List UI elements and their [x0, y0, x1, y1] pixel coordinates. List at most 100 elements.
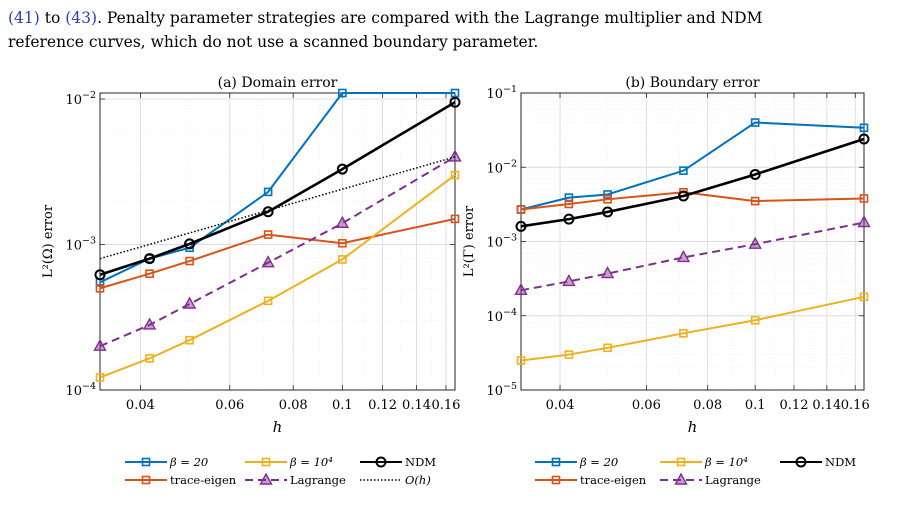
data-point-triangle [674, 472, 688, 485]
x-tick-label: 0.04 [126, 398, 155, 413]
data-point-triangle [857, 215, 871, 228]
data-point-square [750, 196, 760, 206]
series-trace-1 [95, 214, 460, 293]
series-beta20-0 [516, 118, 869, 214]
legend-label: O(h) [405, 473, 431, 487]
data-point-square [679, 329, 688, 338]
data-point-circle [262, 206, 274, 218]
data-point-square [603, 195, 612, 204]
series-line [99, 156, 456, 348]
legend: β = 20 β = 10⁴ NDM trace-eigen Lagrange O(h) [125, 455, 436, 487]
data-point-square [679, 166, 688, 175]
legend-label: Lagrange [290, 473, 346, 487]
series-beta1e4-2 [516, 292, 869, 365]
chart-title: (a) Domain error [218, 75, 338, 91]
data-point-square [603, 343, 612, 353]
legend-label: β = 10⁴ [289, 455, 333, 469]
data-point-square [603, 190, 612, 199]
data-point-square [338, 88, 347, 98]
x-tick-label: 0.1 [332, 398, 353, 413]
data-point-square [450, 88, 460, 98]
data-point-square [338, 238, 347, 248]
series-trace-1 [516, 187, 869, 214]
legend-label: Lagrange [705, 473, 761, 487]
data-point-circle [858, 133, 870, 145]
series-line [520, 221, 865, 292]
data-point-triangle [93, 338, 107, 351]
equation-ref-43[interactable]: (43) [65, 9, 98, 27]
data-point-triangle [142, 317, 157, 330]
data-point-square [564, 199, 574, 209]
data-point-square [859, 194, 869, 203]
data-point-square [450, 214, 460, 224]
y-tick-label: 10−2 [65, 90, 96, 108]
series-line [520, 137, 865, 228]
data-point-circle [563, 213, 575, 225]
x-tick-label: 0.12 [368, 398, 397, 413]
data-point-circle [144, 253, 156, 265]
data-point-square [263, 230, 273, 239]
data-point-triangle [600, 266, 615, 279]
data-point-square [141, 457, 151, 467]
intro-to: to [39, 9, 66, 27]
data-point-square [859, 123, 869, 133]
x-tick-label: 0.14 [812, 398, 841, 413]
data-point-circle [677, 190, 689, 202]
x-tick-label: 0.06 [215, 398, 244, 413]
chart-title: (b) Boundary error [625, 75, 760, 91]
data-point-triangle [182, 296, 197, 309]
series-line [99, 217, 456, 290]
data-point-circle [795, 456, 807, 468]
data-point-square [551, 475, 561, 485]
data-point-square [95, 373, 105, 382]
y-tick-label: 10−2 [486, 158, 517, 176]
data-point-circle [336, 163, 348, 175]
equation-ref-41[interactable]: (41) [8, 9, 40, 27]
data-point-square [145, 354, 154, 363]
data-point-square [750, 118, 760, 127]
x-tick-label: 0.1 [745, 398, 766, 413]
data-point-square [750, 315, 760, 325]
data-point-triangle [676, 249, 691, 263]
data-point-circle [515, 220, 527, 232]
data-point-circle [749, 168, 761, 180]
data-point-square [564, 350, 574, 359]
data-point-square [263, 296, 273, 306]
series-ndm-4 [515, 133, 870, 232]
x-tick-label: 0.08 [693, 398, 722, 413]
legend-label: β = 10⁴ [704, 455, 748, 469]
data-point-square [450, 170, 460, 180]
data-point-triangle [748, 236, 762, 249]
chart-panel-1: 0.04 0.06 0.08 0.1 0.12 0.14 0.16 10−5 10−4 10−3 1… [462, 75, 871, 487]
data-point-square [261, 457, 271, 467]
data-point-circle [602, 206, 614, 218]
legend-label: β = 20 [169, 455, 208, 469]
x-tick-label: 0.08 [279, 398, 308, 413]
data-point-triangle [261, 255, 275, 268]
x-tick-label: 0.14 [402, 398, 431, 413]
data-point-square [145, 269, 154, 279]
y-tick-label: 10−4 [65, 381, 96, 399]
series-lagrange-3 [514, 215, 871, 296]
legend-label: β = 20 [579, 455, 618, 469]
series-ndm-4 [94, 96, 461, 281]
data-point-square [95, 284, 105, 293]
series-line [520, 295, 865, 362]
series-line [99, 101, 456, 276]
series-beta1e4-2 [95, 170, 460, 382]
data-point-triangle [562, 273, 576, 287]
y-tick-label: 10−3 [65, 236, 96, 254]
y-tick-label: 10−5 [486, 381, 517, 399]
data-point-square [676, 457, 686, 467]
y-tick-label: 10−4 [486, 307, 517, 325]
data-point-square [551, 457, 561, 467]
data-point-square [185, 335, 194, 345]
data-point-square [141, 475, 151, 485]
data-point-square [859, 292, 869, 302]
legend: β = 20 β = 10⁴ NDM trace-eigen Lagrange [535, 455, 856, 487]
data-point-square [185, 256, 194, 266]
data-point-triangle [448, 149, 462, 162]
x-tick-label: 0.16 [841, 398, 870, 413]
axes-box [99, 92, 456, 391]
